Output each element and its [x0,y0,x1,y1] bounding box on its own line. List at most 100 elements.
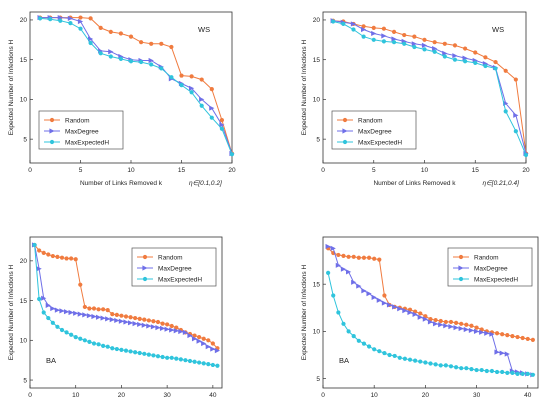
data-point [341,253,346,258]
legend-label: Random [358,117,383,124]
data-point [473,328,480,334]
x-tick-label: 0 [28,167,32,174]
data-point [114,317,120,324]
data-point [64,330,69,335]
data-point [159,66,164,71]
data-point [402,41,407,46]
data-point [464,322,469,327]
network-label: WS [492,25,504,34]
data-point [442,50,448,56]
y-tick-label: 15 [313,57,321,64]
data-point [391,29,397,34]
data-point [459,366,464,371]
data-point [335,262,341,268]
data-point [361,288,367,294]
data-point [105,316,111,322]
data-point [46,315,51,321]
data-point [108,54,113,59]
data-point [443,323,449,329]
data-point [371,30,377,37]
data-point [412,34,417,39]
data-point [118,56,123,61]
y-tick-label: 10 [313,97,321,104]
data-point [452,57,458,62]
data-point [453,320,459,325]
series-maxexpectedh [32,242,220,368]
eta-range-label: η∈[0.21,0.4] [483,180,520,187]
x-tick-label: 15 [472,167,480,174]
data-point [133,350,138,355]
y-tick-label: 15 [20,298,28,305]
data-point [128,34,134,39]
data-point [462,55,468,61]
legend: Random MaxDegree MaxExpectedH [131,247,217,287]
data-point [469,367,474,372]
data-point [484,330,490,336]
data-point [366,291,372,297]
data-point [442,54,447,59]
data-point [346,254,351,259]
data-point [182,329,189,335]
data-point [345,269,352,275]
y-tick-label: 10 [313,329,321,336]
data-point [59,327,65,333]
data-point [386,302,393,308]
data-point [132,321,138,327]
data-point [159,41,164,46]
y-axis-label: Expected Number of Infections H [8,40,15,136]
data-point [64,256,69,261]
data-point [483,63,488,69]
data-point [422,47,427,52]
data-point [141,322,147,328]
data-point [160,354,165,360]
x-tick-label: 30 [164,392,172,399]
data-point [160,321,165,326]
data-point [215,363,220,368]
data-point [178,328,184,335]
data-point [336,252,341,258]
data-point [192,359,197,364]
data-point [382,293,387,298]
data-point [411,41,417,47]
data-point [146,323,152,329]
x-tick-label: 10 [127,167,135,174]
data-point [155,354,161,359]
legend-label: MaxExpectedH [158,276,202,283]
data-point [101,343,106,348]
y-tick-label: 10 [20,97,28,104]
data-point [77,311,83,317]
y-axis-label: Expected Number of Infections H [8,265,15,361]
data-point [201,336,206,341]
data-point [206,338,211,343]
plot-frame [322,236,539,389]
data-point [432,45,438,52]
y-axis-label: Expected Number of Infections H [301,40,308,136]
data-point [77,18,84,25]
data-point [165,322,170,327]
data-point [95,314,102,320]
data-point [149,62,154,67]
data-point [91,306,97,311]
data-point [520,371,525,376]
legend-label: MaxExpectedH [358,139,402,146]
data-point [438,318,443,324]
x-tick-label: 40 [524,392,532,399]
data-point [341,21,346,27]
data-point [351,27,356,32]
data-point [433,321,439,327]
data-point [209,115,214,120]
data-point [387,352,392,358]
chart-4: 0 10 20 30 40 5 10 15 Expected Number of Infecti… [301,236,539,399]
data-point [36,266,42,272]
data-point [371,25,376,30]
data-point [87,306,92,311]
data-point [69,256,74,261]
data-point [128,349,133,354]
x-axis-label: Number of Links Removed k [80,180,163,187]
data-point [205,344,211,350]
data-point [494,369,500,375]
data-point [513,129,518,134]
data-point [505,333,510,338]
data-point [479,329,485,335]
x-tick-label: 20 [228,167,236,174]
